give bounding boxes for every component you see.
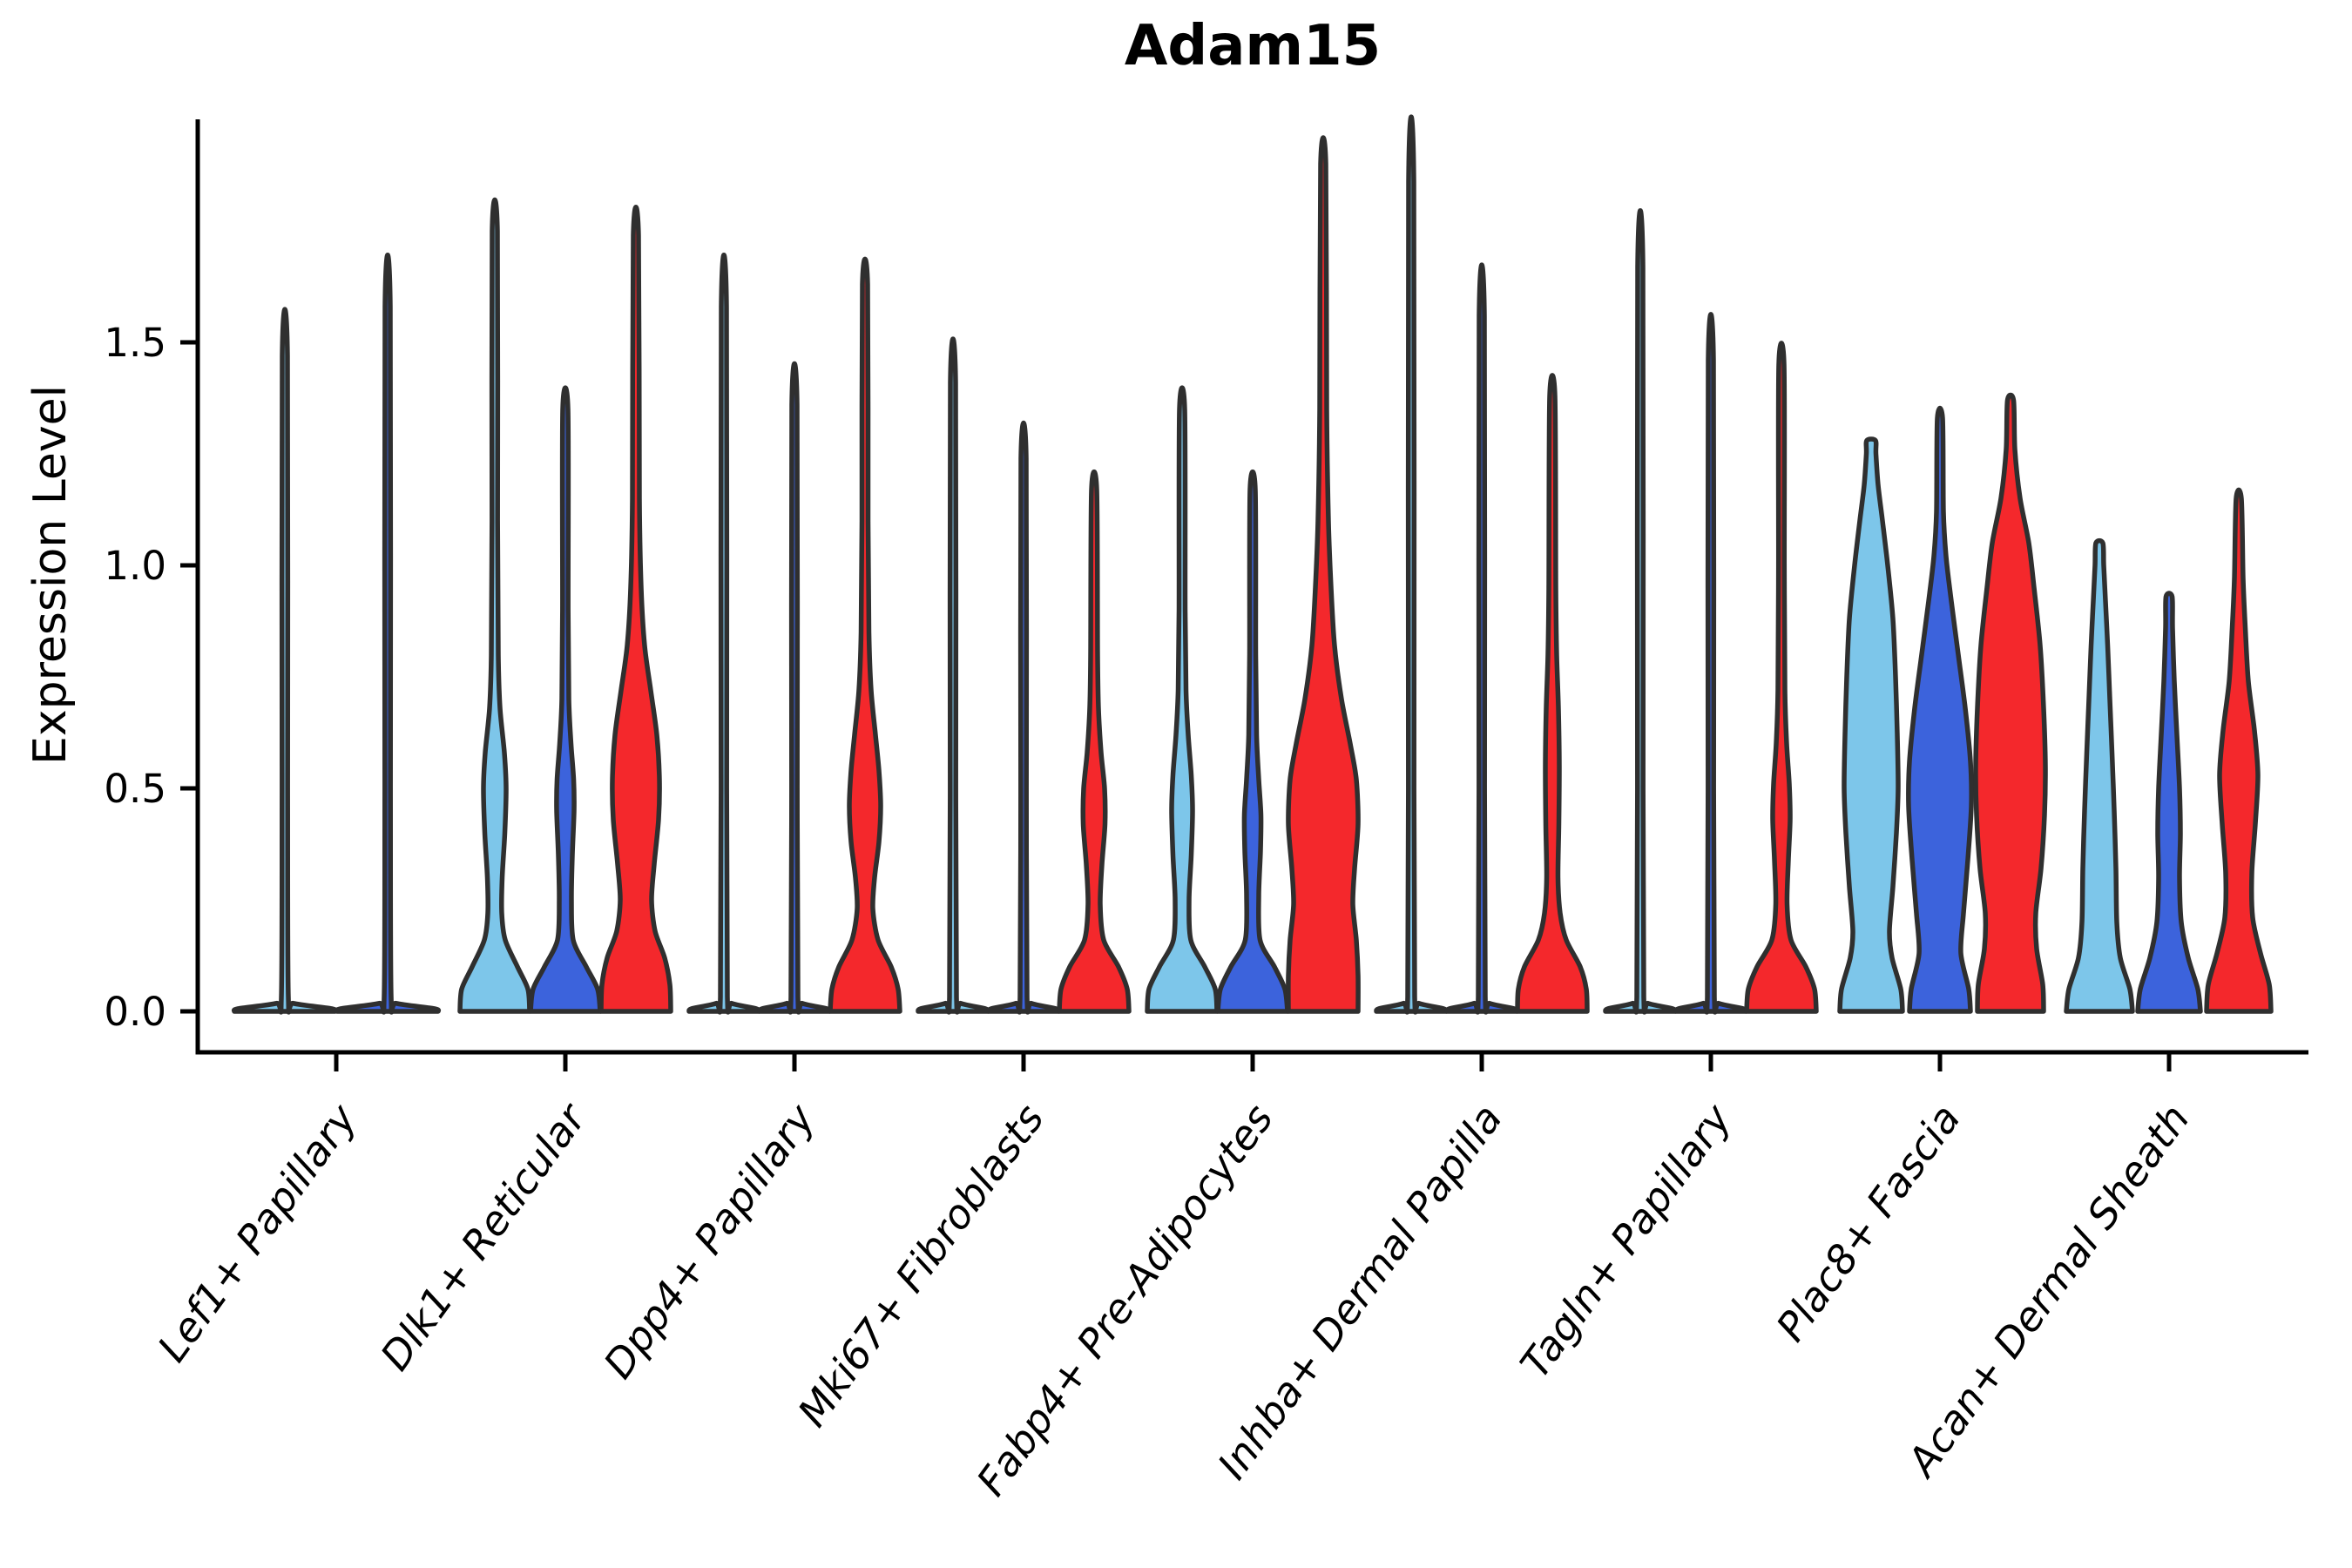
axis-spines <box>195 119 2308 1055</box>
violin-dark_blue <box>2135 591 2203 1014</box>
violin-dark_blue <box>1906 405 1974 1014</box>
violin-light_blue <box>686 253 761 1015</box>
violin-light_blue <box>1145 385 1220 1014</box>
chart-title: Adam15 <box>1124 14 1382 78</box>
y-tick-label: 0.0 <box>104 989 166 1035</box>
violin-red <box>598 205 673 1014</box>
violin-dark_blue <box>334 253 442 1015</box>
violin-dark_blue <box>1444 262 1519 1015</box>
violin-red <box>1973 392 2048 1014</box>
x-tick-label: Dlk1+ Reticular <box>371 1093 597 1379</box>
violin-red <box>1057 469 1132 1014</box>
violin-dark_blue <box>757 361 832 1015</box>
x-tick-label: Tagln+ Papillary <box>1511 1095 1741 1387</box>
violin-red <box>1515 373 1590 1014</box>
violin-light_blue <box>1837 436 1905 1014</box>
violin-light_blue <box>1603 208 1678 1015</box>
violin-red <box>2204 487 2274 1014</box>
violin-light_blue <box>457 197 532 1014</box>
violin-light_blue <box>1374 114 1449 1015</box>
x-tick-label: Plac8+ Fascia <box>1767 1096 1970 1350</box>
violin-dark_blue <box>1673 312 1748 1015</box>
violin-dark_blue <box>528 385 603 1014</box>
y-tick-label: 1.0 <box>104 543 166 589</box>
violin-red <box>1286 135 1361 1014</box>
violin-light_blue <box>916 336 990 1015</box>
violin-light_blue <box>2064 537 2135 1014</box>
violin-dark_blue <box>1215 469 1290 1014</box>
x-tick-label: Lef1+ Papillary <box>148 1095 366 1370</box>
x-tick-label: Mki67+ Fibroblasts <box>788 1096 1053 1436</box>
violin-red <box>828 256 902 1014</box>
x-tick-label: Dpp4+ Papillary <box>594 1095 824 1387</box>
y-axis-label: Expression Level <box>24 384 77 765</box>
y-tick-label: 1.5 <box>104 320 166 366</box>
violin-light_blue <box>231 307 339 1015</box>
y-tick-label: 0.5 <box>104 766 166 812</box>
violin-dark_blue <box>986 421 1061 1015</box>
violin-red <box>1744 341 1819 1014</box>
